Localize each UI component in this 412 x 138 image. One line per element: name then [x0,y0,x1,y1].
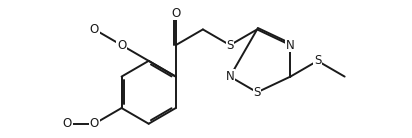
Text: O: O [171,7,180,20]
Text: N: N [226,70,234,83]
Text: S: S [226,39,234,52]
Text: O: O [63,117,72,130]
Text: O: O [90,117,99,130]
Text: S: S [314,54,321,67]
Text: O: O [117,39,126,52]
Text: O: O [90,23,99,36]
Text: N: N [286,39,295,52]
Text: S: S [253,86,261,99]
